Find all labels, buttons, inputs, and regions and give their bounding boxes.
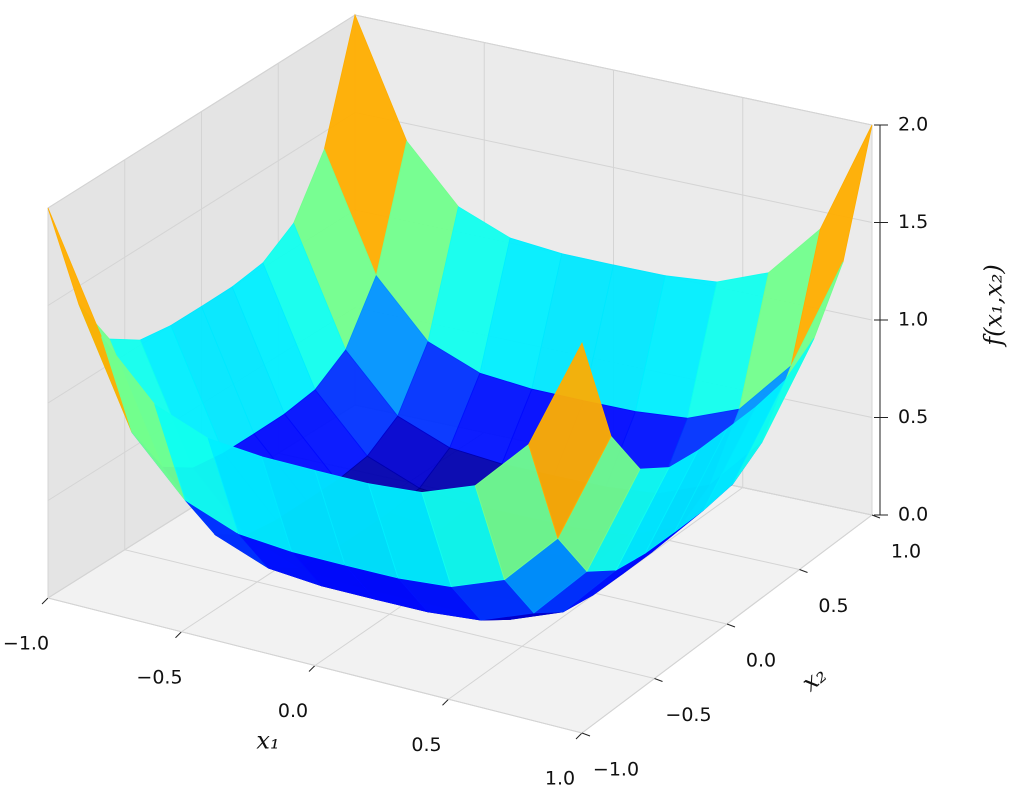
y-tick-label: −1.0: [593, 759, 639, 781]
chart: x₁ x₂ f(x₁,x₂) −1.0 −0.5 0.0 0.5 1.0 −1.0 −0.5…: [0, 0, 1018, 790]
y-tick-label: 0.0: [746, 650, 776, 672]
tick-mark: [576, 733, 582, 739]
y-tick-label: 0.5: [818, 595, 848, 617]
z-tick-label: 0.0: [898, 504, 928, 526]
z-tick-label: 1.0: [898, 309, 928, 331]
tick-mark: [443, 699, 449, 705]
x-tick-label: 0.0: [278, 700, 308, 722]
z-tick-label: 0.5: [898, 406, 928, 428]
z-tick-label: 2.0: [898, 114, 928, 136]
tick-mark: [42, 598, 48, 604]
x-tick-label: −0.5: [136, 666, 182, 688]
page: x₁ x₂ f(x₁,x₂) −1.0 −0.5 0.0 0.5 1.0 −1.0 −0.5…: [0, 0, 1018, 790]
y-tick-label: 1.0: [891, 541, 921, 563]
tick-mark: [800, 570, 808, 573]
y-axis-label: x₂: [796, 661, 832, 697]
z-axis-label: f(x₁,x₂): [980, 264, 1008, 348]
tick-mark: [727, 624, 735, 627]
x-tick-label: 1.0: [545, 768, 575, 790]
tick-mark: [582, 733, 590, 736]
tick-mark: [176, 632, 182, 638]
x-tick-label: 0.5: [411, 734, 441, 756]
x-tick-label: −1.0: [3, 633, 49, 655]
y-tick-label: −0.5: [665, 704, 711, 726]
tick-mark: [655, 679, 663, 682]
x-axis-label: x₁: [256, 727, 279, 755]
tick-mark: [309, 666, 315, 672]
z-tick-label: 1.5: [898, 211, 928, 233]
